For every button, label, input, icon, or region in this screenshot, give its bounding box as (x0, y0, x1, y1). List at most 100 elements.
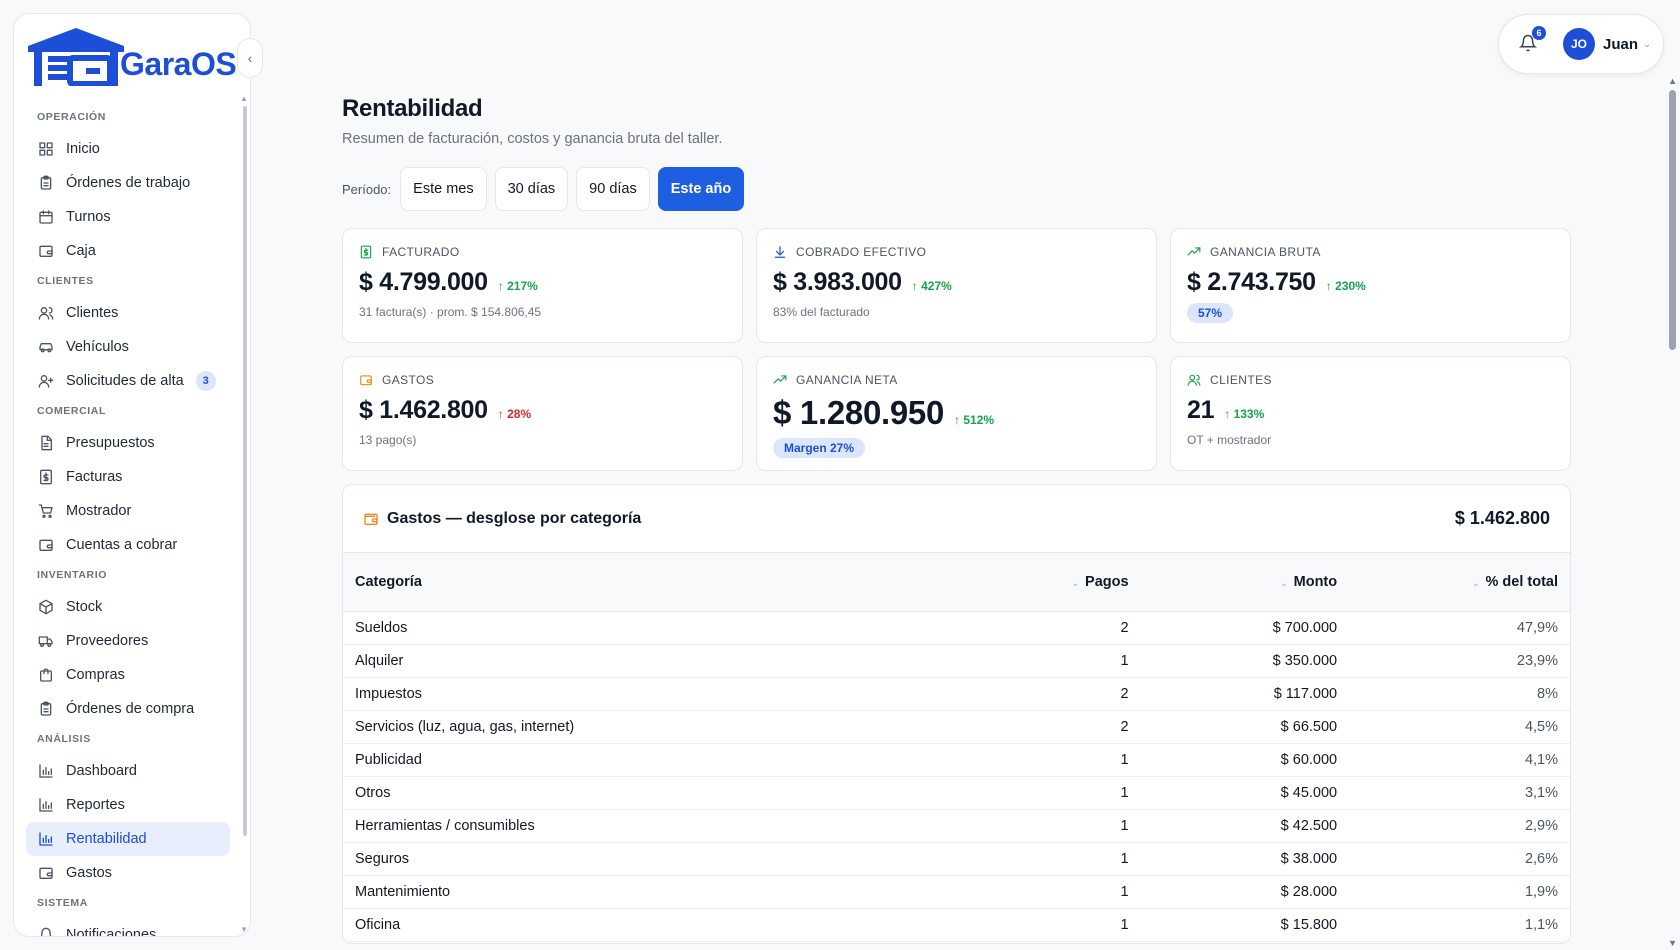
nav-section-title: OPERACIÓN (37, 111, 106, 123)
garage-logo-icon (28, 28, 124, 87)
expenses-table: Categoría ⌄ Pagos ⌄ Monto ⌄% del total Sue… (343, 553, 1570, 942)
arrow-up-icon: ↑ (497, 279, 504, 293)
kpi-delta: ↑ 512% (954, 413, 995, 427)
sort-icon: ⌄ (1071, 577, 1080, 588)
sidebar-item-ordenes-de-trabajo[interactable]: Órdenes de trabajo (26, 166, 230, 200)
col-header-category[interactable]: Categoría (355, 573, 422, 590)
table-row[interactable]: Oficina 1 $ 15.800 1,1% (343, 908, 1570, 941)
cell-payments: 2 (1120, 619, 1129, 636)
chevron-down-icon[interactable]: ⌄ (1643, 38, 1652, 50)
calendar-icon (38, 209, 54, 225)
car-icon (38, 339, 54, 355)
notification-count-badge: 6 (1532, 26, 1546, 40)
kpi-label-row: GANANCIA BRUTA (1187, 245, 1554, 259)
sidebar-collapse-button[interactable]: ‹ (237, 38, 263, 78)
cell-amount: $ 15.800 (1280, 916, 1338, 933)
cell-category: Alquiler (355, 652, 404, 669)
col-header-amount[interactable]: ⌄ Monto (1280, 573, 1338, 590)
user-name[interactable]: Juan (1603, 35, 1639, 53)
sidebar-item-presupuestos[interactable]: Presupuestos (26, 426, 230, 460)
cell-payments: 2 (1120, 685, 1129, 702)
users-icon (38, 305, 54, 321)
period-button[interactable]: Este año (657, 167, 745, 211)
table-row[interactable]: Herramientas / consumibles 1 $ 42.500 2,9% (343, 809, 1570, 842)
sidebar-item-label: Vehículos (66, 339, 129, 355)
sidebar-scroll-down-icon[interactable]: ▼ (240, 925, 248, 934)
sidebar-item-proveedores[interactable]: Proveedores (26, 624, 230, 658)
kpi-value: $ 2.743.750 (1187, 268, 1316, 296)
kpi-value: $ 1.280.950 (773, 394, 945, 431)
box-icon (38, 599, 54, 615)
kpi-card-gastos: GASTOS $ 1.462.800 ↑ 28% 13 pago(s) (342, 356, 743, 471)
notifications-button[interactable]: 6 (1518, 26, 1546, 54)
nav-section-title: CLIENTES (37, 275, 94, 287)
sidebar-item-facturas[interactable]: Facturas (26, 460, 230, 494)
panel-header: Gastos — desglose por categoría $ 1.462.… (343, 485, 1570, 553)
sidebar-item-solicitudes-de-alta[interactable]: Solicitudes de alta 3 (26, 364, 230, 398)
sidebar-item-rentabilidad[interactable]: Rentabilidad (26, 822, 230, 856)
sidebar-item-inicio[interactable]: Inicio (26, 132, 230, 166)
col-header-payments[interactable]: ⌄ Pagos (1071, 573, 1129, 590)
sidebar-item-vehiculos[interactable]: Vehículos (26, 330, 230, 364)
cell-payments: 1 (1120, 916, 1129, 933)
sidebar-scrollbar[interactable] (243, 106, 247, 836)
sidebar-item-label: Reportes (66, 797, 125, 813)
table-row[interactable]: Mantenimiento 1 $ 28.000 1,9% (343, 875, 1570, 908)
page-scrollbar[interactable] (1669, 90, 1676, 350)
sidebar-item-label: Stock (66, 599, 103, 615)
sidebar-item-reportes[interactable]: Reportes (26, 788, 230, 822)
logo-text: GaraOS (120, 46, 237, 82)
table-row[interactable]: Alquiler 1 $ 350.000 23,9% (343, 644, 1570, 677)
sidebar-item-turnos[interactable]: Turnos (26, 200, 230, 234)
arrow-down-icon: ↑ (497, 407, 504, 421)
kpi-value-row: $ 2.743.750 ↑ 230% (1187, 268, 1554, 297)
kpi-label-row: CLIENTES (1187, 373, 1554, 387)
sidebar-item-label: Inicio (66, 141, 100, 157)
page-scroll-down-icon[interactable]: ▼ (1668, 938, 1677, 948)
sidebar-item-compras[interactable]: Compras (26, 658, 230, 692)
grid-icon (38, 141, 54, 157)
page-title: Rentabilidad (342, 95, 483, 122)
period-button[interactable]: 30 días (494, 167, 569, 211)
sidebar-scroll-up-icon[interactable]: ▲ (240, 94, 248, 103)
table-row[interactable]: Seguros 1 $ 38.000 2,6% (343, 842, 1570, 875)
arrow-up-icon: ↑ (1224, 407, 1231, 421)
cell-amount: $ 117.000 (1273, 685, 1338, 702)
kpi-value-row: $ 4.799.000 ↑ 217% (359, 268, 726, 297)
sidebar-item-notificaciones[interactable]: Notificaciones (26, 918, 230, 936)
kpi-cards: FACTURADO $ 4.799.000 ↑ 217% 31 factura(s) … (342, 228, 1574, 471)
table-row[interactable]: Impuestos 2 $ 117.000 8% (343, 677, 1570, 710)
period-button[interactable]: Este mes (400, 167, 487, 211)
sidebar-item-gastos[interactable]: Gastos (26, 856, 230, 890)
kpi-label-row: FACTURADO (359, 245, 726, 259)
sidebar-item-caja[interactable]: Caja (26, 234, 230, 268)
sidebar-item-clientes[interactable]: Clientes (26, 296, 230, 330)
bar-chart-icon (38, 797, 54, 813)
count-badge: 3 (195, 371, 216, 391)
cell-category: Otros (355, 784, 391, 801)
kpi-value: $ 4.799.000 (359, 268, 488, 296)
table-row[interactable]: Sueldos 2 $ 700.000 47,9% (343, 611, 1570, 644)
clipboard-icon (38, 175, 54, 191)
kpi-delta: ↑ 133% (1224, 407, 1265, 421)
period-button[interactable]: 90 días (576, 167, 650, 211)
sidebar-item-label: Presupuestos (66, 435, 155, 451)
avatar[interactable]: JO (1563, 28, 1595, 60)
table-row[interactable]: Publicidad 1 $ 60.000 4,1% (343, 743, 1570, 776)
user-plus-icon (38, 373, 54, 389)
sidebar: GaraOS OPERACIÓN Inicio Órdenes de trabajo… (13, 13, 251, 937)
sidebar-item-ordenes-de-compra[interactable]: Órdenes de compra (26, 692, 230, 726)
page-scroll-up-icon[interactable]: ▲ (1668, 76, 1677, 86)
sidebar-item-cuentas-a-cobrar[interactable]: Cuentas a cobrar (26, 528, 230, 562)
sidebar-item-dashboard[interactable]: Dashboard (26, 754, 230, 788)
cell-pct: 1,1% (1524, 916, 1558, 933)
table-row[interactable]: Servicios (luz, agua, gas, internet) 2 $ 6… (343, 710, 1570, 743)
cell-category: Seguros (355, 850, 410, 867)
sidebar-item-mostrador[interactable]: Mostrador (26, 494, 230, 528)
table-row[interactable]: Otros 1 $ 45.000 3,1% (343, 776, 1570, 809)
kpi-value-row: $ 1.462.800 ↑ 28% (359, 396, 726, 425)
table-header-row: Categoría ⌄ Pagos ⌄ Monto ⌄% del total (343, 553, 1570, 611)
sidebar-item-stock[interactable]: Stock (26, 590, 230, 624)
col-header-pct[interactable]: ⌄% del total (1471, 573, 1558, 590)
app-logo[interactable]: GaraOS (26, 24, 250, 87)
